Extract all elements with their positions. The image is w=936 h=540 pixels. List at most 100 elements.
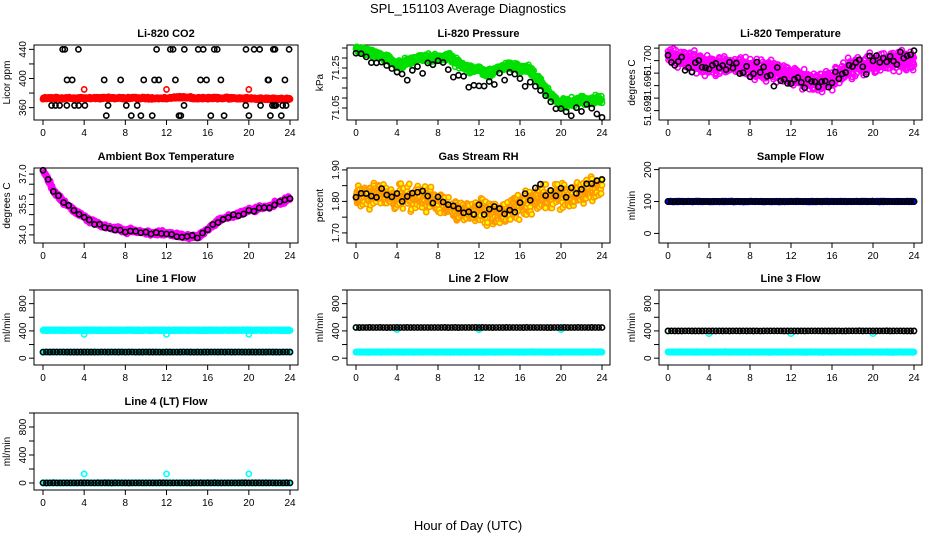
point-black [531, 82, 539, 90]
y-axis-label: percent [315, 189, 326, 223]
x-tick-label: 0 [353, 128, 359, 139]
point-black [177, 112, 185, 120]
point-black [56, 102, 64, 109]
point-black [71, 102, 78, 109]
point-black [490, 81, 498, 88]
point-black [562, 108, 570, 116]
x-tick-label: 12 [161, 128, 173, 139]
y-axis-label: degrees C [2, 182, 13, 228]
point-black [180, 102, 188, 109]
point-black [460, 72, 468, 80]
y-tick-label: 100 [643, 193, 654, 210]
panel-title: Li-820 Pressure [438, 28, 520, 40]
point-black [122, 102, 130, 109]
x-tick-label: 4 [706, 128, 712, 139]
x-tick-label: 12 [785, 251, 797, 262]
point-dense [542, 181, 550, 188]
point-black [567, 112, 575, 120]
x-tick-label: 8 [747, 251, 753, 262]
x-tick-label: 4 [394, 128, 400, 139]
point-black [63, 102, 71, 109]
x-tick-label: 8 [435, 251, 441, 262]
x-tick-label: 24 [284, 251, 296, 262]
point-black [137, 112, 145, 120]
point-black [444, 66, 452, 74]
plot-marks [39, 45, 294, 120]
point-black [419, 69, 427, 77]
point-dense [506, 216, 514, 223]
x-tick-label: 20 [867, 251, 879, 262]
panel-title: Ambient Box Temperature [98, 151, 235, 163]
x-tick-label: 12 [161, 251, 173, 262]
x-tick-label: 0 [40, 373, 46, 384]
x-tick-label: 20 [867, 128, 879, 139]
point-black [511, 70, 519, 78]
point-black [408, 66, 416, 74]
y-tick-label: 1.80 [331, 191, 342, 211]
point-black [588, 104, 596, 112]
point-outliers [80, 86, 88, 93]
x-tick-label: 12 [473, 128, 485, 139]
point-dense [399, 205, 407, 212]
figure-title: SPL_151103 Average Diagnostics [369, 1, 567, 16]
point-black [688, 68, 696, 76]
x-tick-label: 24 [596, 128, 608, 139]
x-tick-label: 24 [284, 373, 296, 384]
point-black [398, 70, 406, 78]
x-tick-label: 24 [908, 251, 920, 262]
point-black [213, 45, 221, 53]
x-tick-label: 0 [665, 128, 671, 139]
point-black [265, 76, 273, 84]
point-black [593, 110, 601, 118]
panel-title: Gas Stream RH [438, 151, 518, 163]
point-black [242, 102, 250, 109]
point-black [155, 76, 163, 84]
plot-marks [664, 45, 918, 96]
point-black [279, 102, 287, 109]
point-black [210, 45, 218, 53]
point-black [455, 71, 462, 79]
y-tick-label: 440 [18, 41, 29, 58]
x-tick-label: 8 [435, 128, 441, 139]
point-black [127, 112, 135, 120]
point-black [598, 114, 606, 121]
point-black [770, 82, 778, 90]
point-black [194, 45, 202, 53]
point-black [220, 112, 228, 120]
x-tick-label: 20 [243, 251, 255, 262]
x-tick-label: 16 [202, 373, 214, 384]
x-tick-label: 0 [40, 251, 46, 262]
point-black [739, 69, 747, 77]
point-black [383, 62, 391, 69]
x-tick-label: 4 [394, 251, 400, 262]
x-tick-label: 16 [514, 251, 526, 262]
y-tick-label: 37.0 [18, 164, 29, 184]
point-black [526, 78, 534, 86]
point-dense [895, 68, 903, 75]
point-black [68, 76, 76, 84]
x-tick-label: 12 [473, 251, 485, 262]
point-black [480, 82, 488, 90]
point-dense [528, 210, 536, 218]
point-black [272, 102, 280, 109]
point-black [282, 102, 290, 109]
point-black [578, 108, 585, 115]
point-black [197, 76, 204, 84]
point-black [102, 112, 110, 120]
point-black [250, 45, 258, 53]
x-tick-label: 8 [747, 128, 753, 139]
panel-title: Li-820 Temperature [740, 28, 841, 40]
point-black [166, 45, 174, 53]
point-black [117, 76, 125, 84]
plot-marks [664, 197, 918, 206]
point-dense [445, 194, 452, 201]
x-tick-label: 16 [826, 251, 838, 262]
point-black [151, 76, 158, 84]
point-black [140, 76, 148, 84]
plot-marks [352, 173, 606, 230]
x-tick-label: 0 [665, 251, 671, 262]
x-tick-label: 0 [353, 251, 359, 262]
